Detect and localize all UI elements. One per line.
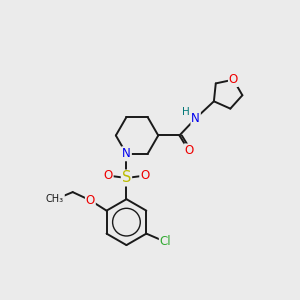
Text: Cl: Cl xyxy=(160,236,171,248)
Text: N: N xyxy=(122,147,131,160)
Text: CH₃: CH₃ xyxy=(46,194,64,205)
Text: O: O xyxy=(86,194,95,207)
Text: O: O xyxy=(184,144,194,157)
Text: O: O xyxy=(140,169,149,182)
Text: N: N xyxy=(191,112,200,125)
Text: N: N xyxy=(122,147,131,160)
Text: O: O xyxy=(229,73,238,86)
Text: S: S xyxy=(122,170,131,185)
Text: O: O xyxy=(103,169,113,182)
Text: H: H xyxy=(182,107,190,117)
